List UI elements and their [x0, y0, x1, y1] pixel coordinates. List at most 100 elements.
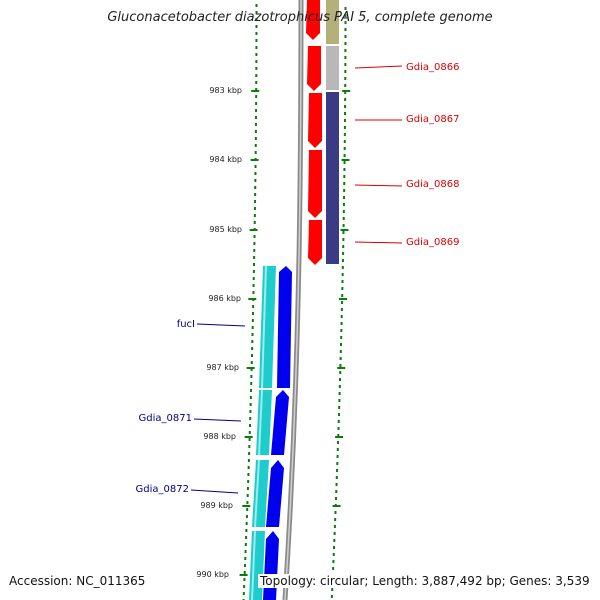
ruler-minor-tick — [245, 515, 248, 518]
genome-title: Gluconacetobacter diazotrophicus PAI 5, … — [107, 10, 493, 25]
ruler-minor-tick — [246, 501, 249, 504]
ruler-minor-tick — [344, 7, 347, 10]
ruler-minor-tick — [254, 179, 257, 182]
ruler-minor-tick — [343, 168, 346, 171]
ruler-minor-tick — [334, 518, 337, 521]
cog-block-cyan[interactable] — [249, 531, 265, 600]
reverse-gene-arrow[interactable] — [271, 390, 289, 455]
gene-label-gdia-0872[interactable]: Gdia_0872 — [136, 484, 189, 495]
cog-block-cyan[interactable] — [256, 390, 272, 455]
ruler-minor-tick — [253, 256, 256, 259]
ruler-minor-tick — [343, 147, 346, 150]
ruler-minor-tick — [339, 378, 342, 381]
forward-cog-track — [326, 0, 339, 264]
cog-block-olive[interactable] — [326, 0, 339, 44]
ruler-minor-tick — [255, 102, 258, 105]
ruler-minor-tick — [333, 539, 336, 542]
ruler-minor-tick — [255, 81, 258, 84]
ruler-minor-tick — [254, 144, 257, 147]
ruler-minor-tick — [344, 98, 347, 101]
cog-block-navy[interactable] — [326, 92, 339, 264]
ruler-minor-tick — [252, 277, 255, 280]
ruler-minor-tick — [254, 137, 257, 140]
cog-block-gray[interactable] — [326, 46, 339, 90]
ruler-minor-tick — [244, 543, 247, 546]
ruler-minor-tick — [342, 238, 345, 241]
ruler-minor-tick — [343, 119, 346, 122]
topology-info: Topology: circular; Length: 3,887,492 bp… — [258, 574, 592, 588]
forward-gene-arrow[interactable] — [308, 220, 322, 265]
ruler-major-tick — [251, 90, 260, 92]
ruler-major-tick — [244, 436, 253, 438]
ruler-minor-tick — [255, 46, 258, 49]
ruler-minor-tick — [343, 140, 346, 143]
ruler-minor-tick — [253, 207, 256, 210]
reverse-gene-arrow[interactable] — [277, 266, 292, 388]
ruler-minor-tick — [243, 571, 246, 574]
ruler-minor-tick — [332, 553, 335, 556]
ruler-minor-tick — [253, 214, 256, 217]
ruler-minor-tick — [339, 371, 342, 374]
ruler-minor-tick — [339, 357, 342, 360]
forward-gene-arrow[interactable] — [308, 150, 322, 218]
ruler-minor-tick — [338, 392, 341, 395]
ruler-minor-tick — [342, 231, 345, 234]
ruler-minor-tick — [253, 221, 256, 224]
ruler-minor-tick — [343, 175, 346, 178]
gene-label-gdia-0868[interactable]: Gdia_0868 — [406, 179, 459, 190]
ruler-minor-tick — [248, 452, 251, 455]
ruler-minor-tick — [340, 343, 343, 346]
reverse-cog-track — [249, 265, 276, 600]
ruler-minor-tick — [252, 291, 255, 294]
ruler-minor-tick — [335, 490, 338, 493]
gene-label-gdia-0867[interactable]: Gdia_0867 — [406, 114, 459, 125]
ruler-minor-tick — [332, 560, 335, 563]
ruler-minor-tick — [343, 126, 346, 129]
ruler-minor-tick — [254, 193, 257, 196]
ruler-minor-tick — [255, 67, 258, 70]
reverse-gene-arrow[interactable] — [266, 460, 284, 527]
ruler-minor-tick — [253, 263, 256, 266]
forward-gene-arrow[interactable] — [306, 0, 320, 40]
ruler-minor-tick — [331, 588, 334, 591]
gene-label-gdia-0869[interactable]: Gdia_0869 — [406, 237, 459, 248]
ruler-minor-tick — [247, 473, 250, 476]
ruler-minor-tick — [250, 375, 253, 378]
ruler-minor-tick — [251, 312, 254, 315]
ruler-minor-tick — [245, 536, 248, 539]
ruler-minor-tick — [254, 186, 257, 189]
ruler-minor-tick — [336, 448, 339, 451]
forward-gene-arrow[interactable] — [308, 93, 322, 148]
ruler-minor-tick — [344, 70, 347, 73]
reverse-gene-arrow[interactable] — [263, 531, 279, 600]
ruler-minor-tick — [255, 32, 258, 35]
ruler-minor-tick — [336, 455, 339, 458]
ruler-minor-tick — [255, 4, 258, 7]
ruler-major-tick — [339, 298, 348, 300]
ruler-minor-tick — [340, 308, 343, 311]
ruler-minor-tick — [334, 511, 337, 514]
forward-gene-arrow[interactable] — [307, 46, 321, 91]
ruler-minor-tick — [255, 74, 258, 77]
gene-label-fuci[interactable]: fucI — [177, 319, 195, 330]
ruler-minor-tick — [255, 39, 258, 42]
ruler-major-tick — [239, 574, 248, 576]
ruler-minor-tick — [248, 438, 251, 441]
cog-block-cyan[interactable] — [259, 266, 276, 388]
ruler-minor-tick — [251, 319, 254, 322]
ruler-minor-tick — [344, 21, 347, 24]
gene-label-gdia-0866[interactable]: Gdia_0866 — [406, 62, 459, 73]
ruler-minor-tick — [340, 315, 343, 318]
ruler-major-tick — [250, 159, 259, 161]
ruler-minor-tick — [341, 273, 344, 276]
ruler-minor-tick — [255, 60, 258, 63]
ruler-minor-tick — [342, 224, 345, 227]
ruler-minor-tick — [249, 410, 252, 413]
ruler-minor-tick — [344, 91, 347, 94]
ruler-minor-tick — [343, 189, 346, 192]
ruler-minor-tick — [335, 483, 338, 486]
cog-block-cyan[interactable] — [252, 460, 269, 527]
gene-label-gdia-0871[interactable]: Gdia_0871 — [139, 413, 192, 424]
ruler-minor-tick — [344, 84, 347, 87]
